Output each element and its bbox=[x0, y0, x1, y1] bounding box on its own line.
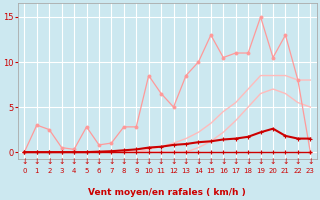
Text: ↓: ↓ bbox=[233, 157, 239, 166]
Text: ↓: ↓ bbox=[257, 157, 264, 166]
Text: ↓: ↓ bbox=[59, 157, 65, 166]
Text: ↓: ↓ bbox=[245, 157, 251, 166]
Text: ↓: ↓ bbox=[307, 157, 314, 166]
Text: ↓: ↓ bbox=[220, 157, 227, 166]
Text: ↓: ↓ bbox=[34, 157, 40, 166]
X-axis label: Vent moyen/en rafales ( km/h ): Vent moyen/en rafales ( km/h ) bbox=[88, 188, 246, 197]
Text: ↓: ↓ bbox=[195, 157, 202, 166]
Text: ↓: ↓ bbox=[183, 157, 189, 166]
Text: ↓: ↓ bbox=[96, 157, 102, 166]
Text: ↓: ↓ bbox=[108, 157, 115, 166]
Text: ↓: ↓ bbox=[71, 157, 77, 166]
Text: ↓: ↓ bbox=[158, 157, 164, 166]
Text: ↓: ↓ bbox=[146, 157, 152, 166]
Text: ↓: ↓ bbox=[21, 157, 28, 166]
Text: ↓: ↓ bbox=[121, 157, 127, 166]
Text: ↓: ↓ bbox=[295, 157, 301, 166]
Text: ↓: ↓ bbox=[83, 157, 90, 166]
Text: ↓: ↓ bbox=[133, 157, 140, 166]
Text: ↓: ↓ bbox=[282, 157, 289, 166]
Text: ↓: ↓ bbox=[46, 157, 52, 166]
Text: ↓: ↓ bbox=[208, 157, 214, 166]
Text: ↓: ↓ bbox=[270, 157, 276, 166]
Text: ↓: ↓ bbox=[170, 157, 177, 166]
